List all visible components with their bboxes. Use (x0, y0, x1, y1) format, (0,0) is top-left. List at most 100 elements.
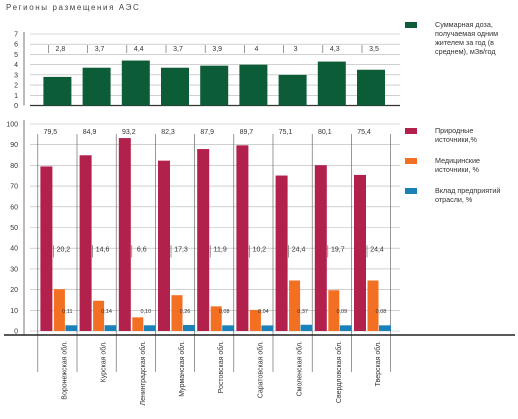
natural-value-label: 93,2 (122, 129, 136, 136)
top-bar-value-label: 4,3 (330, 46, 340, 53)
industry-value-label: 0,26 (180, 309, 191, 315)
medical-value-label: 10,2 (253, 246, 267, 253)
legend-total-dose-text: Суммарная доза, получаемая одним жителем… (435, 20, 499, 56)
top-bar (357, 69, 385, 106)
category-label: Тверская обл. (374, 341, 382, 386)
bottom-bar-medical (210, 306, 222, 331)
top-y-tick-label: 3 (14, 72, 18, 79)
bottom-bar-industry (300, 324, 313, 331)
bottom-y-tick-label: 20 (10, 287, 18, 294)
legend-total-dose-swatch (405, 22, 417, 28)
bottom-bar-natural (40, 166, 53, 331)
natural-value-label: 87,9 (200, 129, 214, 136)
top-y-tick-label: 4 (14, 62, 18, 69)
legend-industry-text: Вклад предприятий отрасли, % (435, 186, 501, 204)
bottom-bar-natural (354, 174, 366, 331)
category-label: Свердловская обл. (335, 341, 343, 403)
top-bar-value-label: 4 (254, 46, 258, 53)
top-bar-value-label: 3,9 (212, 46, 222, 53)
natural-value-label: 75,4 (357, 129, 371, 136)
medical-value-label: 24,4 (370, 246, 384, 253)
natural-value-label: 84,9 (83, 129, 97, 136)
bottom-bar-industry (339, 325, 352, 331)
bottom-bar-medical (328, 290, 340, 331)
page-title: Регионы размещения АЭС (6, 3, 141, 12)
bottom-bar-medical (53, 289, 65, 331)
bottom-bar-natural (275, 175, 288, 331)
top-bar-value-label: 3 (294, 46, 298, 53)
bottom-bar-medical (367, 280, 379, 331)
legend-industry-swatch (405, 188, 417, 194)
bottom-y-tick-label: 100 (6, 122, 18, 129)
natural-value-label: 82,3 (161, 129, 175, 136)
natural-value-label: 79,5 (44, 129, 58, 136)
category-label: Мурманская обл. (178, 341, 186, 397)
bottom-bar-natural (79, 155, 92, 331)
natural-value-label: 89,7 (240, 129, 254, 136)
top-y-tick-label: 6 (14, 42, 18, 49)
bottom-bar-industry (65, 325, 78, 331)
bottom-bar-industry (379, 325, 391, 331)
category-label: Смоленская обл. (296, 341, 304, 396)
medical-value-label: 11,9 (214, 246, 227, 253)
bottom-bar-industry (183, 324, 195, 331)
bottom-bar-natural (314, 165, 327, 331)
category-label: Ростовская обл. (217, 341, 225, 393)
top-bar (239, 64, 268, 106)
legend-medical-text: Медицинские источники, % (435, 156, 480, 174)
industry-value-label: 0,10 (140, 309, 151, 315)
bottom-bar-natural (118, 138, 131, 331)
bottom-bar-medical (249, 309, 261, 331)
top-bar-value-label: 3,7 (95, 46, 105, 53)
medical-value-label: 17,3 (174, 246, 188, 253)
bottom-y-tick-label: 30 (10, 266, 18, 273)
medical-value-label: 6,6 (137, 246, 147, 253)
bottom-bar-natural (236, 145, 249, 331)
category-label: Саратовская обл. (256, 341, 264, 398)
legend-natural-text: Природные источники,% (435, 126, 477, 144)
bottom-y-tick-label: 0 (14, 329, 18, 336)
bottom-y-tick-label: 40 (10, 246, 18, 253)
top-bar (121, 60, 150, 106)
medical-value-label: 19,7 (331, 246, 345, 253)
top-bar-value-label: 3,5 (369, 46, 379, 53)
top-y-tick-label: 5 (14, 52, 18, 59)
category-label: Ленинградская обл. (139, 341, 147, 406)
medical-value-label: 24,4 (292, 246, 306, 253)
top-bar (317, 61, 346, 106)
top-bar (278, 74, 307, 106)
natural-value-label: 80,1 (318, 129, 332, 136)
top-bar-value-label: 4,4 (134, 46, 144, 53)
bottom-y-tick-label: 70 (10, 184, 18, 191)
top-y-tick-label: 7 (14, 32, 18, 39)
bottom-y-tick-label: 60 (10, 204, 18, 211)
bottom-bar-industry (261, 325, 274, 331)
industry-value-label: 0,08 (219, 309, 230, 315)
bottom-bar-medical (289, 280, 301, 331)
top-bar (82, 67, 111, 106)
bottom-bar-medical (132, 317, 144, 331)
top-bar-value-label: 2,8 (56, 46, 66, 53)
category-label: Курская обл. (100, 341, 108, 382)
industry-value-label: 0,08 (376, 309, 387, 315)
legend-natural-swatch (405, 128, 417, 134)
bottom-y-tick-label: 10 (10, 308, 18, 315)
bottom-bar-natural (158, 160, 170, 331)
natural-value-label: 75,1 (279, 129, 293, 136)
top-bar (43, 76, 72, 106)
medical-value-label: 14,6 (96, 246, 110, 253)
industry-value-label: 0,11 (62, 309, 72, 315)
legend-medical-swatch (405, 158, 417, 164)
industry-value-label: 0,14 (101, 309, 112, 315)
top-bar-value-label: 3,7 (173, 46, 183, 53)
bottom-bar-industry (104, 325, 117, 331)
bottom-y-tick-label: 80 (10, 163, 18, 170)
bottom-bar-medical (93, 300, 105, 331)
bottom-y-tick-label: 50 (10, 225, 18, 232)
top-bar (161, 67, 189, 106)
bottom-bar-medical (171, 295, 183, 331)
top-y-tick-label: 0 (14, 103, 18, 110)
bottom-y-tick-label: 90 (10, 142, 18, 149)
industry-value-label: 0,04 (258, 309, 269, 315)
